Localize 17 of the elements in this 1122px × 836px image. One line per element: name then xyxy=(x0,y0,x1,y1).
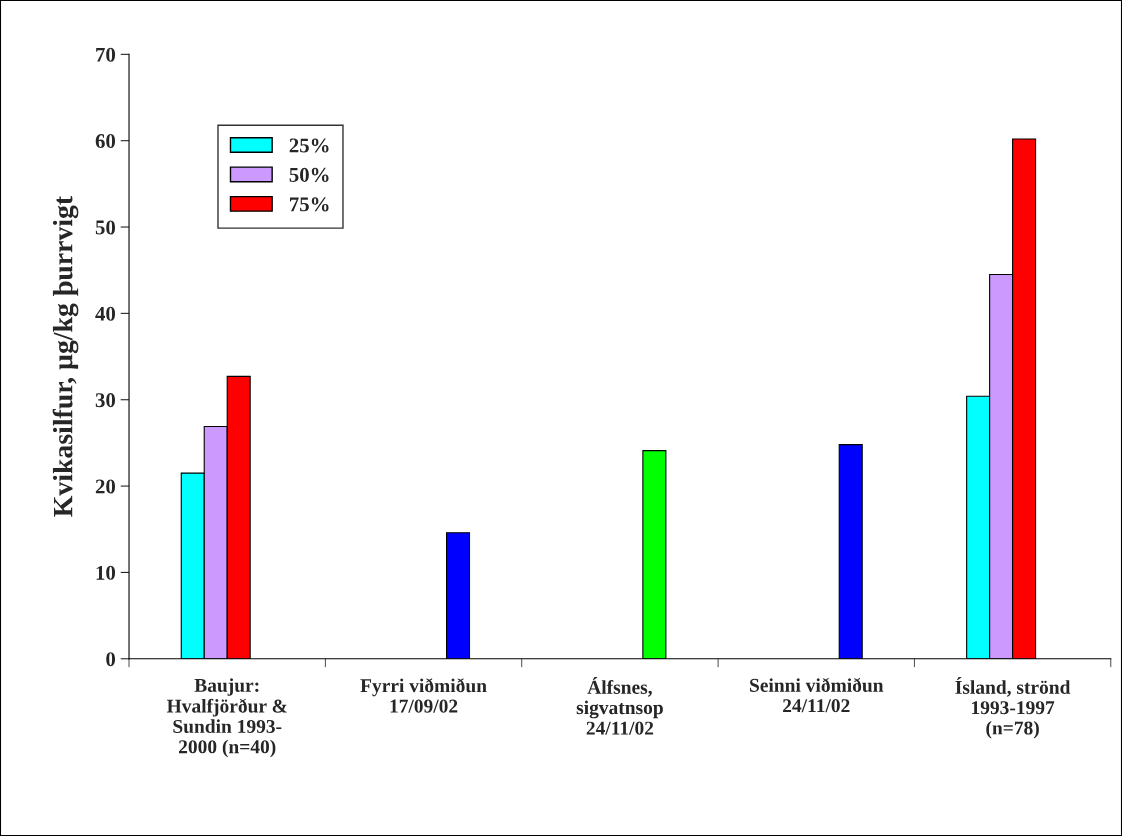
y-tick-label: 10 xyxy=(96,565,116,580)
legend-label: 75% xyxy=(290,197,329,212)
legend-label: 25% xyxy=(289,138,329,153)
x-tick-label: Seinni viðmiðun 24/11/02 xyxy=(750,677,884,713)
y-tick-label: 20 xyxy=(95,479,116,494)
y-tick-label: 40 xyxy=(95,306,116,321)
y-tick-label: 30 xyxy=(95,393,116,408)
y-axis-title: Kvikasilfur, µg/kg þurrvigt xyxy=(52,195,79,517)
x-tick-label: Fyrri viðmiðun 17/09/02 xyxy=(360,678,487,713)
y-tick-label: 70 xyxy=(96,47,116,62)
x-tick-label: Baujur: Hvalfjörður & Sundin 1993- 2000 (n=40) xyxy=(166,678,287,758)
x-tick-label: Ísland, strönd 1993-1997 (n=78) xyxy=(955,677,1071,739)
y-tick-label: 0 xyxy=(106,652,116,667)
y-tick-label: 50 xyxy=(95,220,116,235)
x-tick-label: Álfsnes, sigvatnsop 24/11/02 xyxy=(576,677,663,735)
legend-label: 50% xyxy=(289,167,329,182)
y-tick-label: 60 xyxy=(95,134,116,149)
